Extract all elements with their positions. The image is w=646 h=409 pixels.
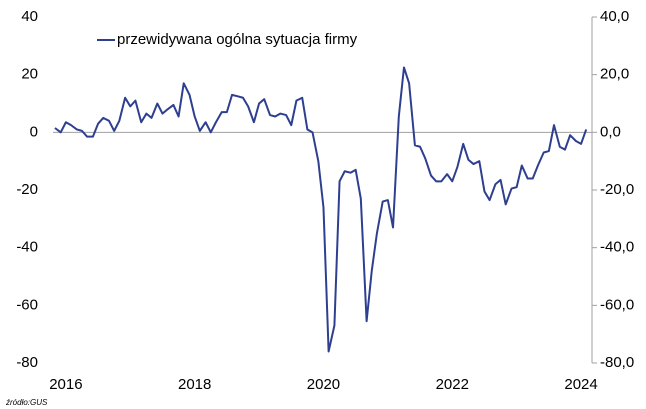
y-tick-label: -80 <box>16 354 38 371</box>
series-line <box>54 66 588 353</box>
y2-tick-label: -40,0 <box>600 239 634 256</box>
y-tick-label: 0 <box>30 123 38 140</box>
y2-tick-label: -20,0 <box>600 181 634 198</box>
y-tick-label: 40 <box>21 8 38 25</box>
y2-tick-label: 20,0 <box>600 66 629 83</box>
x-tick-label: 2020 <box>307 376 340 393</box>
y2-tick-label: 0,0 <box>600 123 621 140</box>
y2-tick-label: -80,0 <box>600 354 634 371</box>
y-tick-label: -60 <box>16 296 38 313</box>
y-tick-label: -20 <box>16 181 38 198</box>
legend-label: przewidywana ogólna sytuacja firmy <box>117 31 358 48</box>
x-tick-label: 2018 <box>178 376 211 393</box>
x-tick-label: 2022 <box>436 376 469 393</box>
x-tick-label: 2016 <box>49 376 82 393</box>
x-tick-label: 2024 <box>564 376 597 393</box>
y-tick-label: 20 <box>21 66 38 83</box>
y-tick-label: -40 <box>16 239 38 256</box>
y2-tick-label: -60,0 <box>600 296 634 313</box>
y2-tick-label: 40,0 <box>600 8 629 25</box>
source: źródło:GUS <box>5 398 48 407</box>
